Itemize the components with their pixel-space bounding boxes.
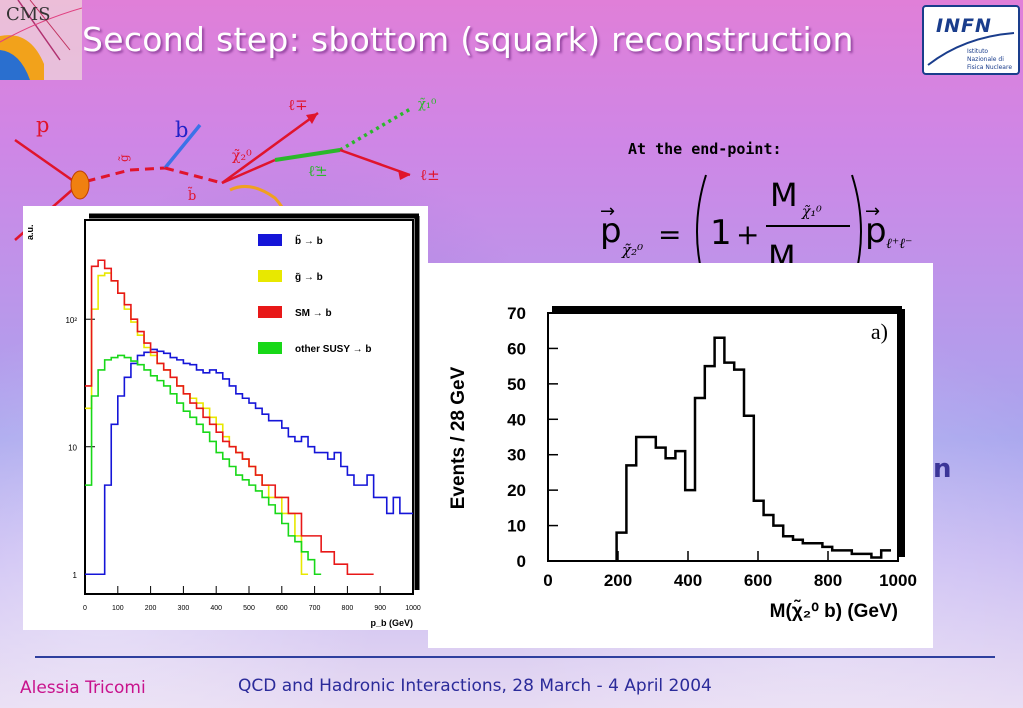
x-tick-label: 0	[543, 571, 552, 590]
svg-text:→: →	[865, 201, 880, 222]
lepton-line-1	[221, 111, 319, 185]
x-tick-label: 300	[178, 605, 190, 612]
neutralino-line	[339, 106, 413, 152]
panel-annotation: a)	[871, 319, 888, 344]
cms-logo: CMS	[0, 0, 82, 80]
b-quark-line	[163, 123, 202, 170]
label-p: p	[36, 113, 49, 137]
infn-logo: INFN Istituto Nazionale di Fisica Nuclea…	[922, 5, 1020, 75]
x-tick-label: 400	[210, 605, 222, 612]
x-tick-label: 200	[604, 571, 632, 590]
cms-logo-text: CMS	[6, 4, 51, 25]
label-lepton-pm: ℓ±	[420, 166, 440, 184]
pb-distribution-svg: 1 10 10² 0 100 200 300 400 500 600 700 800 900 1000 a.…	[25, 213, 421, 628]
x-tick-label: 1000	[405, 605, 421, 612]
interaction-vertex	[70, 170, 90, 200]
svg-text:ℓ⁺ℓ⁻: ℓ⁺ℓ⁻	[886, 236, 912, 252]
svg-text:1: 1	[710, 213, 732, 253]
x-tick-label: 0	[83, 605, 87, 612]
y-tick-label: 50	[507, 375, 526, 394]
plot-frame	[84, 219, 414, 595]
gluino-line-2	[129, 166, 166, 172]
footer-divider	[35, 656, 995, 658]
y-tick-label: 10	[507, 517, 526, 536]
y-tick-label: 1	[73, 571, 78, 580]
chi2-line	[221, 158, 276, 185]
background-glyph: n	[933, 454, 952, 484]
y-tick-label: 60	[507, 339, 526, 358]
svg-text:p: p	[865, 211, 887, 251]
decay-diagram: p b g̃ b̃ χ̃₂⁰ ℓ̃± ℓ∓ χ̃₁⁰ ℓ±	[14, 96, 440, 241]
slepton-line	[274, 148, 341, 162]
label-b: b	[175, 118, 188, 142]
y-tick-label: 10²	[65, 316, 77, 325]
label-sbottom: b̃	[187, 187, 196, 204]
legend-swatch-3	[258, 342, 282, 354]
y-axis-label: a.u.	[25, 224, 35, 240]
y-tick-label: 10	[68, 444, 77, 453]
label-slepton: ℓ̃±	[308, 162, 328, 180]
endpoint-label: At the end-point:	[628, 140, 782, 158]
svg-text:χ̃₂⁰: χ̃₂⁰	[621, 241, 643, 259]
svg-text:χ̃₁⁰: χ̃₁⁰	[801, 204, 822, 220]
x-tick-label: 600	[276, 605, 288, 612]
x-tick-label: 100	[112, 605, 124, 612]
legend-swatch-0	[258, 234, 282, 246]
legend-label-2: SM → b	[295, 308, 332, 319]
sbottom-line	[164, 166, 223, 185]
label-lepton-mp: ℓ∓	[288, 96, 308, 114]
x-tick-label: 400	[674, 571, 702, 590]
y-axis-label: Events / 28 GeV	[448, 366, 469, 509]
x-tick-label: 600	[744, 571, 772, 590]
y-tick-label: 70	[507, 304, 526, 323]
legend-label-3: other SUSY → b	[295, 344, 372, 355]
x-tick-label: 800	[814, 571, 842, 590]
svg-text:+: +	[736, 218, 759, 251]
y-tick-label: 0	[517, 552, 526, 571]
series-0-line	[615, 336, 891, 561]
infn-logo-subtitle: Istituto Nazionale di Fisica Nucleare	[967, 48, 1013, 71]
y-tick-label: 20	[507, 481, 526, 500]
x-tick-label: 200	[145, 605, 157, 612]
label-chi1: χ̃₁⁰	[418, 97, 436, 112]
x-tick-label: 700	[309, 605, 321, 612]
pb-distribution-chart: 1 10 10² 0 100 200 300 400 500 600 700 800 900 1000 a.…	[23, 206, 428, 630]
label-gluino: g̃	[117, 154, 131, 162]
legend-swatch-2	[258, 306, 282, 318]
legend-label-0: b̃ → b	[295, 234, 323, 247]
gluino-line	[71, 168, 131, 187]
series-2-line	[85, 259, 374, 576]
x-axis-label: p_b (GeV)	[370, 618, 413, 628]
x-tick-label: 1000	[879, 571, 917, 590]
x-tick-label: 800	[342, 605, 354, 612]
footer-conference: QCD and Hadronic Interactions, 28 March …	[238, 676, 712, 696]
legend-label-1: g̃ → b	[295, 272, 323, 283]
slide-title: Second step: sbottom (squark) reconstruc…	[82, 20, 854, 59]
legend-swatch-1	[258, 270, 282, 282]
y-tick-label: 30	[507, 446, 526, 465]
y-tick-label: 40	[507, 410, 526, 429]
proton-line-upper	[14, 138, 73, 182]
mass-distribution-chart: 0 10 20 30 40 50 60 70 0 200 400 600 800 1000 Events /…	[428, 263, 933, 648]
label-chi2: χ̃₂⁰	[232, 148, 252, 164]
endpoint-formula: p → χ̃₂⁰ = 1 + M χ̃₁⁰ M ℓ⁺ℓ⁻ p → ℓ⁺ℓ⁻	[600, 174, 912, 289]
x-tick-label: 900	[374, 605, 386, 612]
x-tick-label: 500	[243, 605, 255, 612]
mass-distribution-svg: 0 10 20 30 40 50 60 70 0 200 400 600 800 1000 Events /…	[448, 304, 917, 622]
infn-arc-icon	[927, 32, 1015, 66]
series-0-line	[85, 348, 413, 576]
plot-frame	[547, 312, 899, 562]
svg-text:M: M	[770, 176, 798, 214]
footer-author: Alessia Tricomi	[20, 678, 146, 698]
svg-text:→: →	[600, 201, 615, 222]
x-axis-label: M(χ̃₂⁰ b) (GeV)	[770, 599, 898, 622]
series-3-line	[85, 354, 322, 576]
svg-text:=: =	[658, 218, 681, 251]
infn-logo-text: INFN	[936, 15, 992, 37]
svg-text:p: p	[600, 211, 622, 251]
